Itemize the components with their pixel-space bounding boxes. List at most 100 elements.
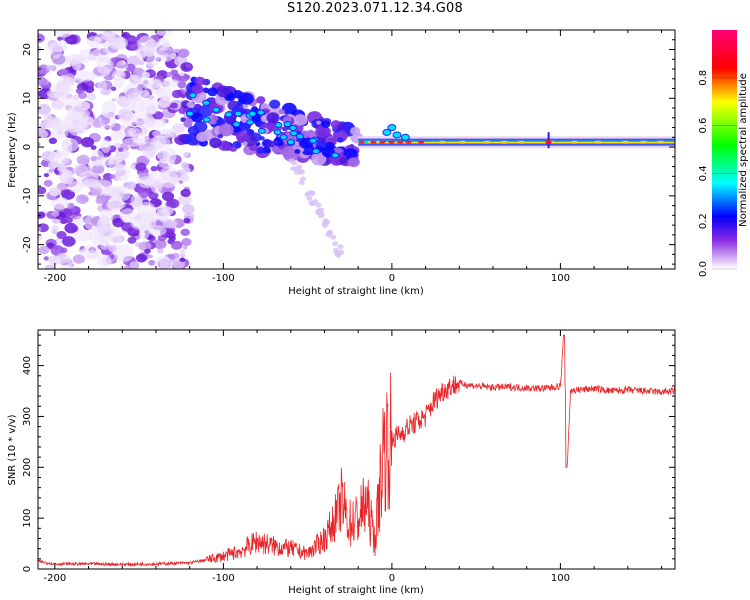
heatmap-blob bbox=[148, 254, 154, 259]
colorbar-label: Normalized spectral amplitude bbox=[738, 73, 749, 227]
heatmap-blob bbox=[44, 264, 55, 269]
heatmap-blob bbox=[182, 204, 195, 214]
heatmap-halo bbox=[134, 113, 155, 129]
heatmap-trail bbox=[300, 176, 307, 182]
bottom-y-tick-label: 400 bbox=[22, 356, 33, 375]
heatmap-blob bbox=[169, 102, 178, 109]
heatmap-blob bbox=[50, 245, 65, 256]
heatmap-band-blob bbox=[266, 140, 275, 148]
bottom-y-tick-label: 300 bbox=[22, 407, 33, 426]
signal-hotspot bbox=[620, 140, 631, 144]
heatmap-blob bbox=[38, 126, 46, 134]
heatmap-halo bbox=[139, 141, 159, 157]
heatmap-blob bbox=[38, 234, 43, 241]
heatmap-blob bbox=[65, 34, 78, 45]
colorbar bbox=[712, 30, 737, 269]
heatmap-blob bbox=[150, 70, 156, 75]
heatmap-halo bbox=[119, 95, 139, 104]
heatmap-band-blob bbox=[191, 112, 204, 123]
heatmap-band-core bbox=[286, 138, 295, 145]
heatmap-halo bbox=[135, 47, 147, 61]
heatmap-blob bbox=[177, 194, 192, 205]
heatmap-halo bbox=[113, 77, 125, 88]
heatmap-band-blob bbox=[218, 123, 234, 137]
heatmap-blob bbox=[125, 181, 137, 190]
heatmap-blob bbox=[43, 256, 50, 261]
heatmap-blob bbox=[109, 174, 116, 179]
heatmap-trail bbox=[330, 234, 337, 240]
bottom-axes: -200 -100 0 100 0 100 200 300 400 bbox=[22, 330, 675, 584]
bottom-y-tick-label: 0 bbox=[22, 566, 33, 572]
heatmap-halo bbox=[106, 199, 126, 210]
heatmap-blob bbox=[170, 240, 183, 250]
top-y-tick-label: 20 bbox=[22, 43, 33, 56]
heatmap-halo bbox=[91, 65, 111, 78]
heatmap-band-core bbox=[256, 109, 265, 116]
heatmap-halo bbox=[50, 124, 69, 140]
heatmap-trail bbox=[326, 230, 333, 236]
heatmap-blob bbox=[135, 253, 147, 263]
heatmap-halo bbox=[108, 157, 119, 171]
heatmap-band-core bbox=[279, 134, 288, 141]
heatmap-blob bbox=[150, 166, 158, 172]
heatmap-blob bbox=[51, 225, 59, 231]
heatmap-band-blob bbox=[235, 131, 249, 142]
heatmap-blob bbox=[180, 228, 190, 236]
heatmap-blob bbox=[64, 222, 78, 234]
heatmap-blob bbox=[158, 97, 171, 108]
signal-hotspot bbox=[418, 140, 425, 144]
signal-bump bbox=[400, 133, 410, 141]
heatmap-band-core bbox=[273, 129, 282, 136]
bottom-x-tick-label: 100 bbox=[551, 573, 570, 584]
heatmap-band-blob bbox=[278, 109, 286, 115]
top-y-axis-label: Frequency (Hz) bbox=[7, 112, 18, 188]
heatmap-halo bbox=[55, 84, 73, 95]
bottom-y-tick-label: 100 bbox=[22, 509, 33, 528]
heatmap-band-blob bbox=[242, 104, 249, 110]
heatmap-band-core bbox=[257, 127, 266, 134]
heatmap-blob bbox=[162, 191, 175, 202]
heatmap-halo bbox=[163, 128, 180, 139]
heatmap-halo bbox=[123, 83, 143, 99]
heatmap-blob bbox=[121, 221, 134, 232]
colorbar-tick-label: 0.8 bbox=[698, 70, 709, 86]
bottom-x-tick-label: -200 bbox=[44, 573, 67, 584]
heatmap-blob bbox=[157, 248, 164, 254]
heatmap-halo bbox=[72, 229, 93, 242]
colorbar-tick-label: 0.2 bbox=[698, 213, 709, 229]
bottom-x-tick-label: 0 bbox=[389, 573, 395, 584]
heatmap-halo bbox=[61, 138, 79, 153]
heatmap-band-blob bbox=[196, 131, 209, 142]
heatmap-halo bbox=[127, 127, 142, 137]
heatmap-band-blob bbox=[226, 93, 234, 100]
heatmap-band-core bbox=[309, 137, 318, 144]
heatmap-blob bbox=[148, 94, 155, 100]
heatmap-blob bbox=[38, 211, 46, 219]
heatmap-blob bbox=[110, 86, 117, 91]
heatmap-band-blob bbox=[209, 137, 222, 148]
signal-bump bbox=[392, 131, 402, 139]
heatmap-halo bbox=[140, 78, 162, 90]
colorbar-tick-label: 0.4 bbox=[698, 165, 709, 181]
heatmap-band-core bbox=[202, 116, 211, 123]
heatmap-blob bbox=[38, 186, 47, 195]
top-y-tick-label: -10 bbox=[22, 188, 33, 204]
heatmap-band-blob bbox=[266, 112, 280, 124]
heatmap-band-blob bbox=[187, 125, 199, 136]
heatmap-band-blob bbox=[177, 80, 187, 89]
heatmap-band-core bbox=[212, 106, 221, 113]
heatmap-trail bbox=[304, 191, 311, 197]
heatmap-halo bbox=[86, 36, 101, 48]
heatmap-band-blob bbox=[242, 141, 248, 146]
bottom-x-tick-label: -100 bbox=[212, 573, 235, 584]
heatmap-trail bbox=[332, 241, 339, 247]
heatmap-band-blob bbox=[235, 142, 242, 148]
signal-hotspot bbox=[388, 140, 395, 144]
heatmap-halo bbox=[162, 147, 177, 165]
signal-hotspot bbox=[655, 140, 666, 144]
signal-hotspot bbox=[569, 140, 580, 144]
heatmap-band-core bbox=[202, 99, 211, 106]
heatmap-blob bbox=[177, 48, 190, 58]
